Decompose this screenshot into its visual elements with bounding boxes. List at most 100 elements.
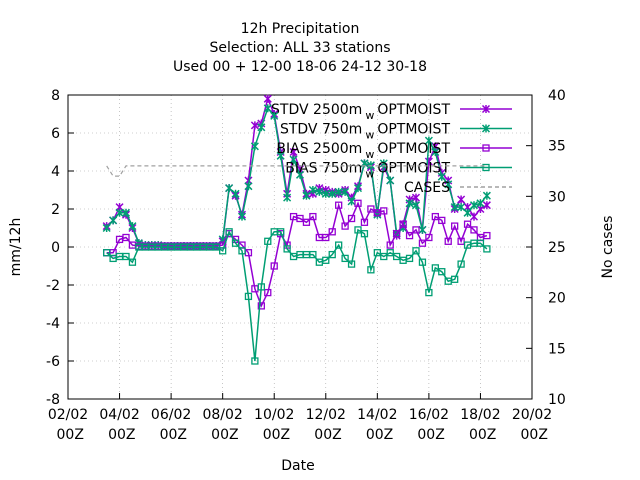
data-point — [334, 187, 343, 196]
data-point — [463, 220, 472, 228]
data-point — [367, 205, 375, 213]
data-point — [347, 197, 356, 206]
data-point — [431, 212, 439, 221]
data-point — [451, 222, 459, 230]
data-point — [483, 231, 491, 240]
data-point — [276, 151, 285, 160]
data-point — [277, 228, 285, 236]
data-point — [354, 226, 362, 234]
data-point — [102, 223, 111, 233]
data-point — [425, 233, 433, 242]
data-point — [264, 288, 272, 297]
x-tick-label: 16/02 00Z — [409, 407, 449, 443]
data-point — [457, 260, 465, 268]
data-point — [438, 268, 446, 276]
data-point — [321, 189, 330, 198]
x-tick-label: 20/02 00Z — [512, 407, 552, 443]
data-point — [115, 208, 124, 217]
data-point — [482, 201, 491, 210]
data-point — [270, 111, 279, 120]
data-point — [360, 230, 369, 238]
legend-label: BIAS 750m w OPTMOIST — [285, 161, 450, 181]
y-tick-label: 0 — [51, 240, 60, 256]
data-point — [393, 252, 401, 261]
data-point — [309, 212, 317, 221]
data-point — [457, 195, 466, 204]
legend-text: BIAS 750m — [285, 161, 362, 177]
data-point — [386, 249, 394, 257]
data-point — [360, 218, 369, 226]
data-point — [225, 184, 234, 193]
y2-tick-label: 15 — [548, 341, 566, 357]
data-point — [335, 241, 343, 249]
data-point — [308, 185, 317, 195]
y-tick-label: -6 — [46, 354, 60, 370]
data-point — [322, 256, 330, 264]
data-point — [309, 250, 317, 259]
data-point — [122, 252, 130, 261]
data-point — [270, 262, 278, 270]
data-point — [405, 254, 414, 263]
data-point — [437, 172, 446, 181]
x-tick-label: 08/02 00Z — [202, 407, 242, 443]
data-point — [121, 208, 131, 217]
data-point — [476, 199, 485, 208]
data-point — [373, 249, 381, 257]
y2-tick-label: 30 — [548, 189, 566, 205]
data-point — [237, 212, 247, 221]
data-point — [231, 239, 240, 247]
data-point — [257, 283, 265, 291]
data-point — [328, 189, 337, 198]
data-point — [295, 170, 305, 179]
y2-tick-label: 35 — [548, 139, 566, 155]
data-point — [457, 237, 465, 245]
data-point — [411, 201, 421, 210]
data-point — [482, 191, 491, 200]
data-point — [219, 247, 227, 255]
legend-text: w — [365, 168, 374, 181]
data-point — [483, 245, 491, 253]
plot-frame — [67, 94, 533, 400]
data-point — [244, 292, 253, 301]
y-tick-label: -4 — [46, 316, 60, 332]
data-point — [231, 189, 240, 198]
legend-label: BIAS 2500m w OPTMOIST — [276, 141, 450, 161]
legend-marker — [481, 104, 491, 114]
data-point — [393, 230, 401, 238]
legend-label: STDV 750m w OPTMOIST — [280, 122, 450, 142]
data-point — [347, 214, 356, 223]
legend-text: BIAS 2500m — [276, 141, 362, 157]
legend-text: OPTMOIST — [377, 122, 450, 138]
chart-subtitle: Used 00 + 12-00 18-06 24-12 30-18 — [173, 59, 427, 75]
legend-text: w — [365, 148, 374, 161]
data-point — [302, 191, 311, 200]
data-point — [418, 239, 427, 247]
legend-text: OPTMOIST — [377, 102, 450, 118]
data-point — [289, 155, 298, 164]
data-point — [289, 147, 298, 157]
y2-tick-label: 25 — [548, 240, 566, 256]
x-tick-label: 14/02 00Z — [357, 407, 397, 443]
data-point — [450, 203, 459, 212]
x-tick-label: 12/02 00Z — [306, 407, 346, 443]
data-point — [457, 203, 466, 212]
data-point — [250, 121, 259, 130]
data-point — [238, 247, 246, 255]
data-point — [444, 237, 452, 245]
data-point — [418, 258, 427, 266]
data-point — [263, 104, 272, 113]
x-tick-label: 18/02 00Z — [460, 407, 500, 443]
data-point — [386, 176, 395, 185]
data-point — [128, 258, 137, 266]
legend-marker — [481, 124, 491, 133]
data-point — [411, 193, 421, 202]
data-point — [250, 142, 259, 151]
data-point — [341, 254, 349, 263]
data-point — [296, 214, 304, 223]
data-point — [264, 237, 272, 245]
data-point — [128, 222, 137, 231]
data-point — [451, 275, 459, 283]
y-tick-label: 6 — [51, 126, 60, 142]
y-tick-label: 4 — [51, 164, 60, 180]
data-point — [405, 231, 414, 240]
